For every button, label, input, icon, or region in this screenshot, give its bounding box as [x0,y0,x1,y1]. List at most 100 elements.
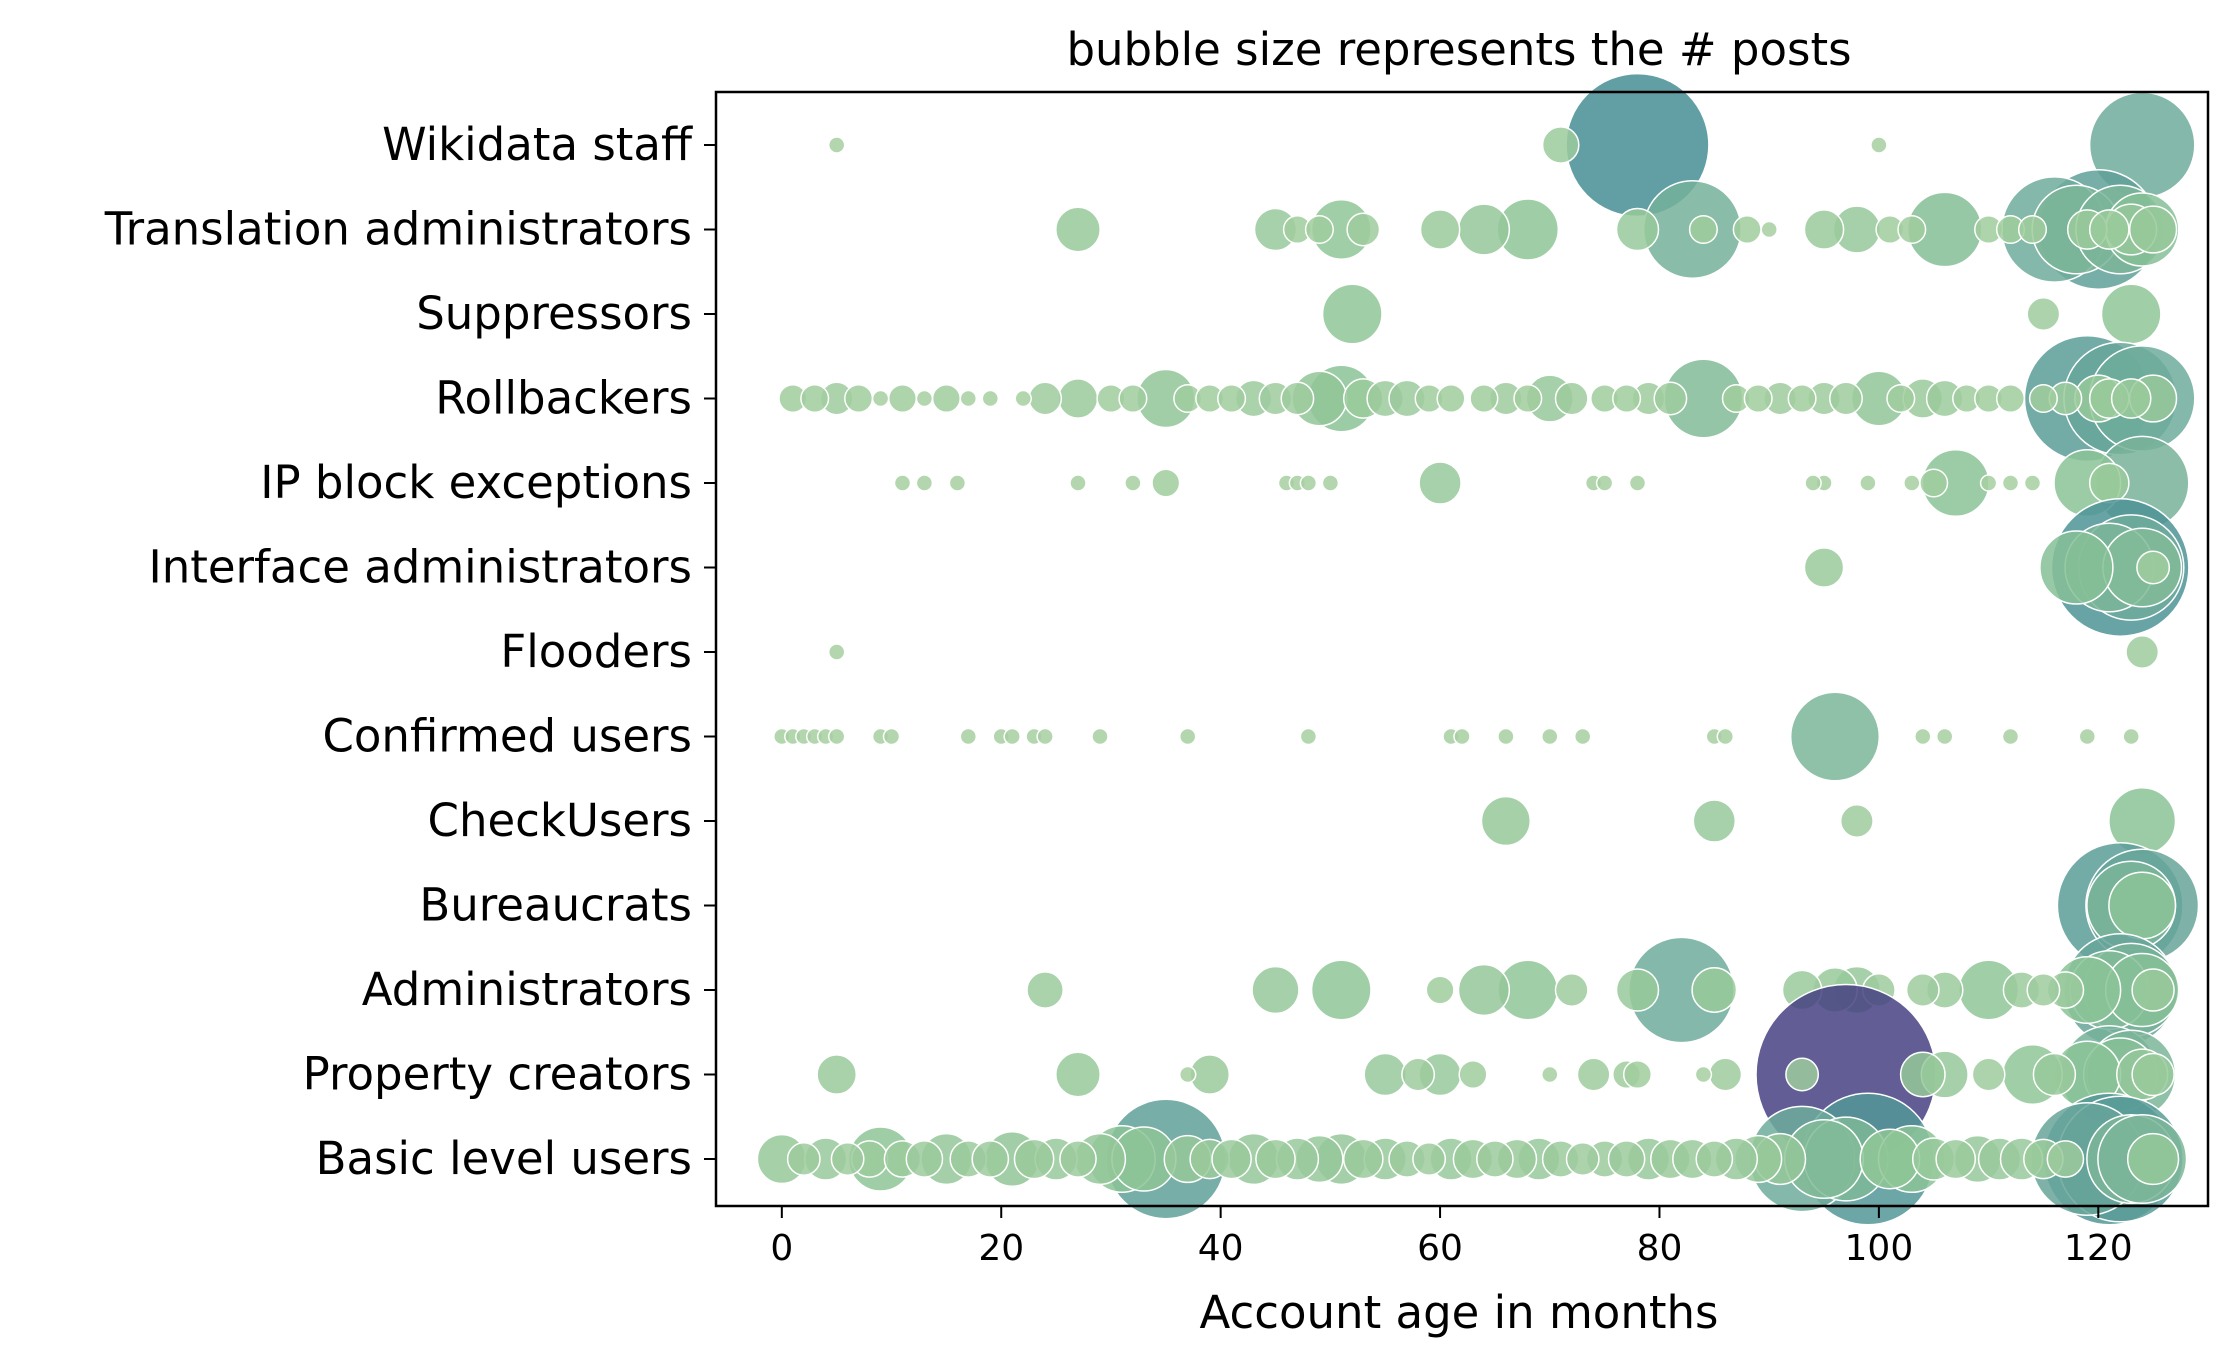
chart-title: bubble size represents the # posts [1066,23,1851,76]
bubble-series [827,635,2160,669]
y-tick-label: Interface administrators [148,541,692,594]
bubble-point [2028,383,2058,414]
y-tick-label: Wikidata staff [382,118,693,171]
plot-frame [714,90,2210,1208]
bubble-series [827,72,2196,218]
bubble-point [1457,203,1511,256]
bubble-point [1178,727,1197,746]
bubble-point [1995,383,2026,414]
bubble-point [1055,206,1101,253]
bubble-point [1026,971,1064,1009]
bubble-point [1615,207,1660,252]
bubble-point [887,383,918,414]
x-tick-label: 20 [978,1228,1024,1269]
bubble-point [971,1140,1010,1178]
bubble-point [827,136,846,154]
bubble-point [1251,965,1300,1015]
bubble-point [1458,1059,1488,1090]
bubble-point [1401,1057,1436,1092]
y-tick-label: Administrators [362,963,692,1016]
bubble-point [1554,973,1589,1007]
x-tick-label: 40 [1198,1228,1244,1269]
bubble-point [1914,727,1932,746]
bubble-point [1310,959,1372,1021]
bubble-point [1903,474,1921,492]
bubble-point [2088,462,2130,504]
bubble-point [1859,474,1877,492]
bubble-point [981,389,1000,408]
bubble-point [2078,727,2097,746]
bubble-point [1217,383,1247,414]
bubble-point [1803,547,1845,588]
bubble-point [931,383,961,414]
bubble-point [2136,550,2171,585]
bubble-point [2131,1052,2175,1097]
bubble-point [1151,468,1181,498]
bubble-point [959,727,978,746]
y-tick-label: Flooders [500,625,692,678]
bubble-point [2026,297,2061,331]
bubble-point [1789,691,1881,782]
bubble-point [1695,1140,1734,1178]
y-tick-label: IP block exceptions [260,456,692,509]
bubble-series [1480,786,2177,856]
bubble-point [1118,383,1148,414]
bubble-point [1036,727,1054,746]
bubble-point [800,383,830,414]
bubble-point [915,389,934,408]
bubble-point [1653,381,1688,416]
bubble-point [830,1142,865,1176]
bubble-point [1554,381,1589,416]
bubble-point [1299,474,1318,492]
bubble-point [2039,530,2114,605]
bubble-series [1803,498,2190,637]
bubble-point [1716,727,1735,746]
bubble-point [1628,474,1647,492]
bubble-point [1886,383,1916,414]
y-tick-label: CheckUsers [428,794,692,847]
bubble-point [2046,1140,2085,1178]
bubble-point [1607,1140,1646,1178]
bubble-series [1026,932,2180,1048]
y-tick-label: Suppressors [416,287,692,340]
bubble-point [1091,727,1109,746]
bubble-point [1905,973,1940,1007]
bubble-point [1069,474,1087,492]
x-axis: 0 20 40 60 80 100 120 [770,1206,2133,1269]
bubble-point [893,474,912,492]
bubble-point [1342,1138,1384,1180]
x-tick-label: 120 [2064,1228,2133,1269]
bubble-point [2131,968,2175,1012]
y-tick-label: Bureaucrats [419,879,692,932]
x-tick-label: 80 [1637,1228,1683,1269]
bubble-point [2125,635,2160,669]
bubble-point [1897,214,1927,245]
bubble-point [1469,383,1499,414]
bubble-point [827,643,846,661]
bubble-point [1971,1057,2006,1092]
bubble-point [1829,381,1863,416]
bubble-point [1899,1051,1946,1098]
bubble-point [1003,727,1021,746]
bubble-point [1321,474,1340,492]
bubble-point [1688,214,1718,245]
bubble-point [2001,474,2020,492]
bubble-point [1694,1065,1713,1084]
bubble-point [1124,474,1142,492]
bubble-point [1595,474,1614,492]
bubble-point [2032,1052,2077,1097]
bubble-point [1419,209,1461,250]
bubble-point [1013,1138,1055,1180]
bubbles-layer [756,72,2200,1226]
bubble-point [2126,1132,2180,1186]
bubble-point [1760,220,1778,239]
bubble-point [2108,871,2177,940]
bubble-point [1280,381,1315,416]
bubble-point [871,389,890,408]
bubble-point [1859,1128,1921,1190]
bubble-point [1870,136,1888,154]
bubble-series [773,691,2140,782]
y-tick-label: Basic level users [316,1132,692,1185]
x-tick-label: 60 [1417,1228,1463,1269]
y-tick-label: Confirmed users [322,710,692,763]
